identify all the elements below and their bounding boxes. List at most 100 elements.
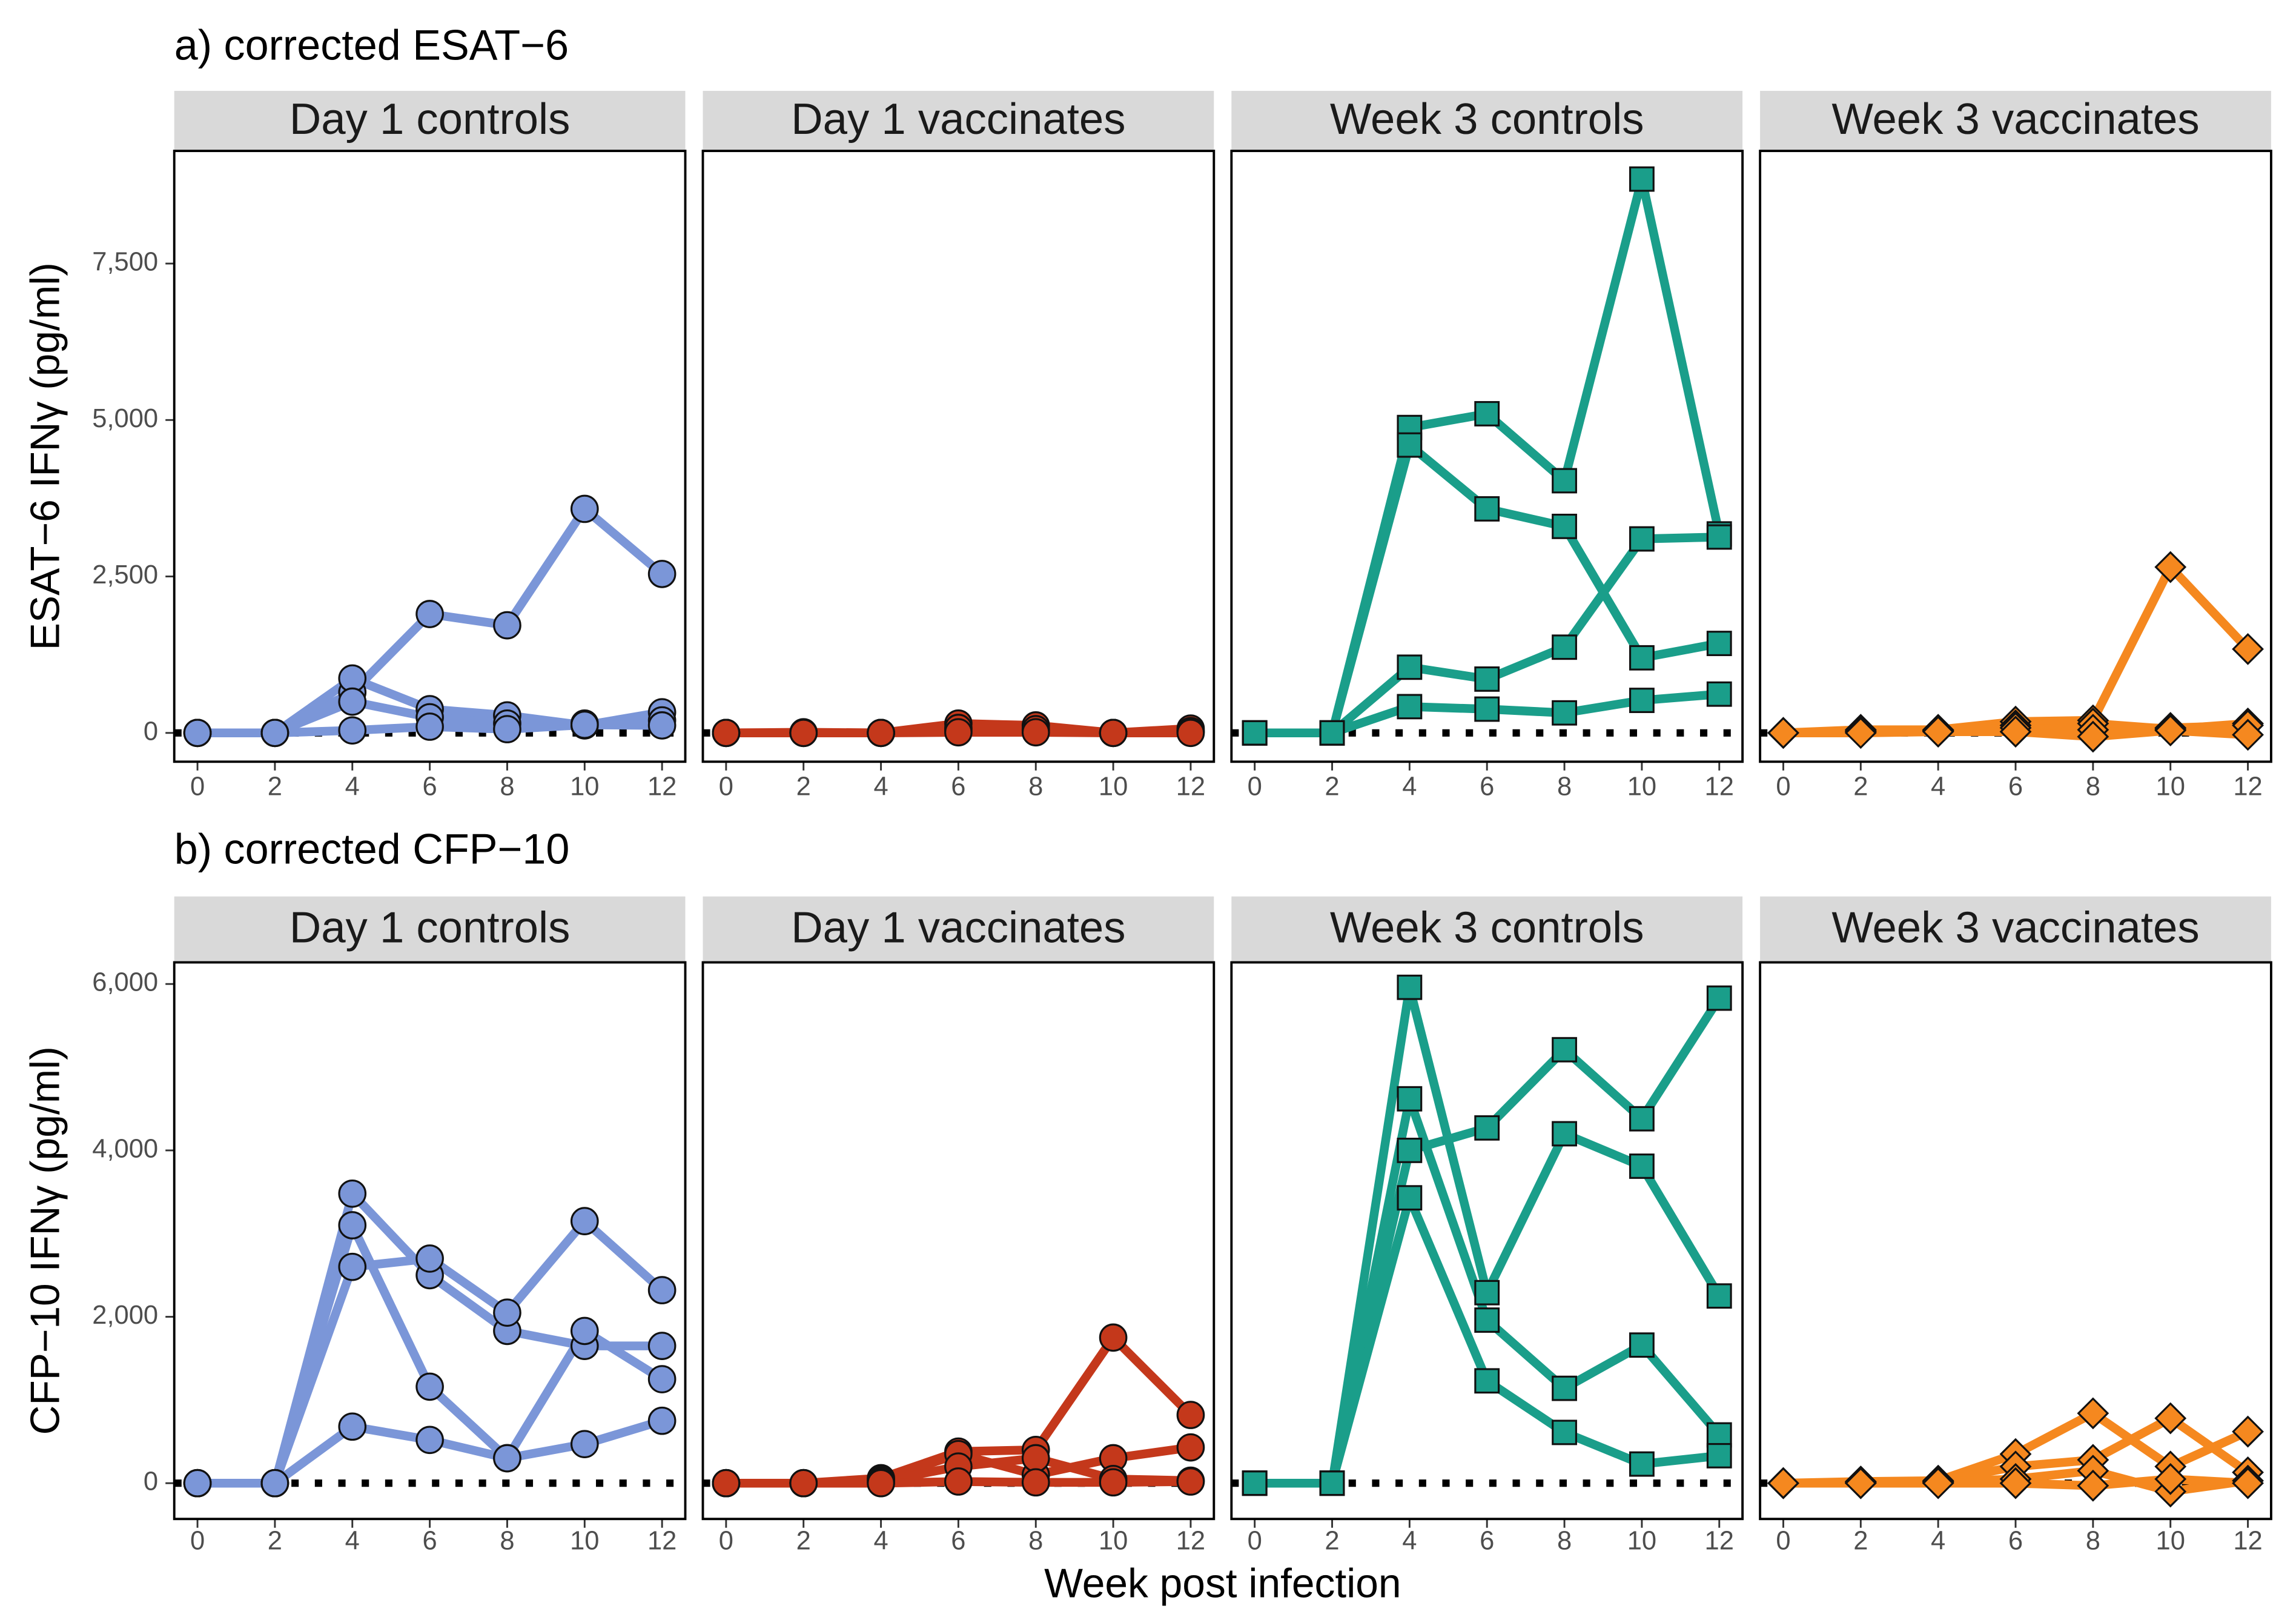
point	[415, 1372, 444, 1401]
strip-label: Day 1 controls	[289, 903, 570, 952]
point	[1706, 681, 1732, 707]
x-tick-label: 10	[1099, 772, 1128, 801]
point	[1397, 432, 1423, 458]
x-tick-label: 2	[796, 1526, 811, 1555]
x-tick-label: 12	[1705, 772, 1734, 801]
x-axis-label: Week post infection	[1044, 1561, 1401, 1606]
x-tick-label: 12	[1176, 1526, 1205, 1555]
point	[1474, 666, 1500, 692]
point	[1474, 696, 1500, 722]
point	[1397, 694, 1423, 720]
x-tick-label: 4	[1931, 772, 1945, 801]
strip	[174, 90, 686, 151]
point	[1242, 1470, 1268, 1496]
point	[1397, 1137, 1423, 1163]
x-tick-label: 0	[190, 1526, 205, 1555]
x-tick-label: 10	[1627, 772, 1656, 801]
point	[1552, 1121, 1577, 1147]
strip-label: Day 1 controls	[289, 95, 570, 144]
point	[493, 1298, 521, 1327]
point	[1629, 645, 1655, 671]
x-tick-label: 4	[1402, 1526, 1417, 1555]
plot-area	[174, 1179, 686, 1498]
plot-area	[1231, 166, 1743, 746]
point	[1767, 717, 1799, 749]
series-line	[1254, 995, 1723, 1488]
x-tick-label: 6	[423, 772, 437, 801]
x-tick-label: 2	[1853, 1526, 1868, 1555]
point	[2077, 1469, 2109, 1502]
point	[647, 711, 677, 740]
x-tick-label: 12	[647, 1526, 677, 1555]
point	[2232, 1467, 2264, 1499]
point	[1397, 654, 1423, 680]
point	[570, 1316, 599, 1346]
x-tick-label: 4	[1931, 1526, 1945, 1555]
point	[1552, 1037, 1577, 1063]
point	[1099, 1468, 1128, 1497]
strip-label: Week 3 controls	[1330, 95, 1644, 144]
x-tick-label: 0	[719, 1526, 733, 1555]
x-tick-label: 6	[1480, 772, 1494, 801]
point	[2077, 1397, 2109, 1430]
point	[712, 1469, 741, 1498]
point	[260, 719, 289, 748]
point	[944, 1467, 973, 1496]
point	[1629, 1106, 1655, 1132]
point	[1844, 1467, 1877, 1499]
strip-label: Day 1 vaccinates	[791, 95, 1125, 144]
point	[1629, 688, 1655, 713]
strip-label: Week 3 controls	[1330, 903, 1644, 952]
point	[1844, 717, 1877, 749]
point	[260, 1469, 289, 1498]
point	[1767, 1467, 1799, 1499]
point	[867, 719, 895, 748]
point	[944, 718, 973, 747]
point	[647, 1365, 677, 1393]
x-tick-label: 0	[1776, 772, 1790, 801]
point	[1319, 1470, 1345, 1496]
x-tick-label: 6	[2008, 1526, 2023, 1555]
point	[338, 1211, 367, 1240]
point	[1176, 1401, 1205, 1429]
point	[1552, 634, 1577, 660]
point	[1474, 1115, 1500, 1141]
point	[1706, 524, 1732, 550]
point	[1706, 1422, 1732, 1448]
x-tick-label: 2	[268, 1526, 282, 1555]
point	[1021, 1444, 1050, 1473]
point	[1706, 1283, 1732, 1309]
x-tick-label: 10	[2156, 772, 2185, 801]
x-tick-label: 6	[951, 772, 965, 801]
point	[338, 687, 367, 716]
point	[1099, 1323, 1128, 1352]
strip	[703, 90, 1214, 151]
x-tick-label: 8	[1557, 772, 1572, 801]
y-tick-label: 6,000	[92, 968, 158, 997]
x-tick-label: 8	[1028, 1526, 1043, 1555]
point	[1629, 1153, 1655, 1179]
point	[1706, 985, 1732, 1011]
point	[183, 719, 212, 748]
point	[2077, 720, 2109, 753]
x-tick-label: 0	[190, 772, 205, 801]
point	[1474, 401, 1500, 426]
point	[570, 494, 599, 523]
x-tick-label: 12	[1705, 1526, 1734, 1555]
x-tick-label: 0	[1248, 772, 1262, 801]
point	[1474, 1368, 1500, 1394]
point	[570, 1207, 599, 1235]
point	[1474, 1307, 1500, 1333]
x-tick-label: 0	[1248, 1526, 1262, 1555]
point	[1099, 719, 1128, 748]
point	[493, 1444, 521, 1473]
point	[415, 712, 444, 741]
y-axis-label: CFP−10 IFNγ (pg/ml)	[23, 1046, 68, 1435]
point	[1922, 715, 1954, 748]
x-tick-label: 8	[1557, 1526, 1572, 1555]
x-tick-label: 4	[873, 1526, 888, 1555]
point	[1552, 1375, 1577, 1401]
point	[415, 600, 444, 628]
x-tick-label: 12	[2233, 1526, 2262, 1555]
